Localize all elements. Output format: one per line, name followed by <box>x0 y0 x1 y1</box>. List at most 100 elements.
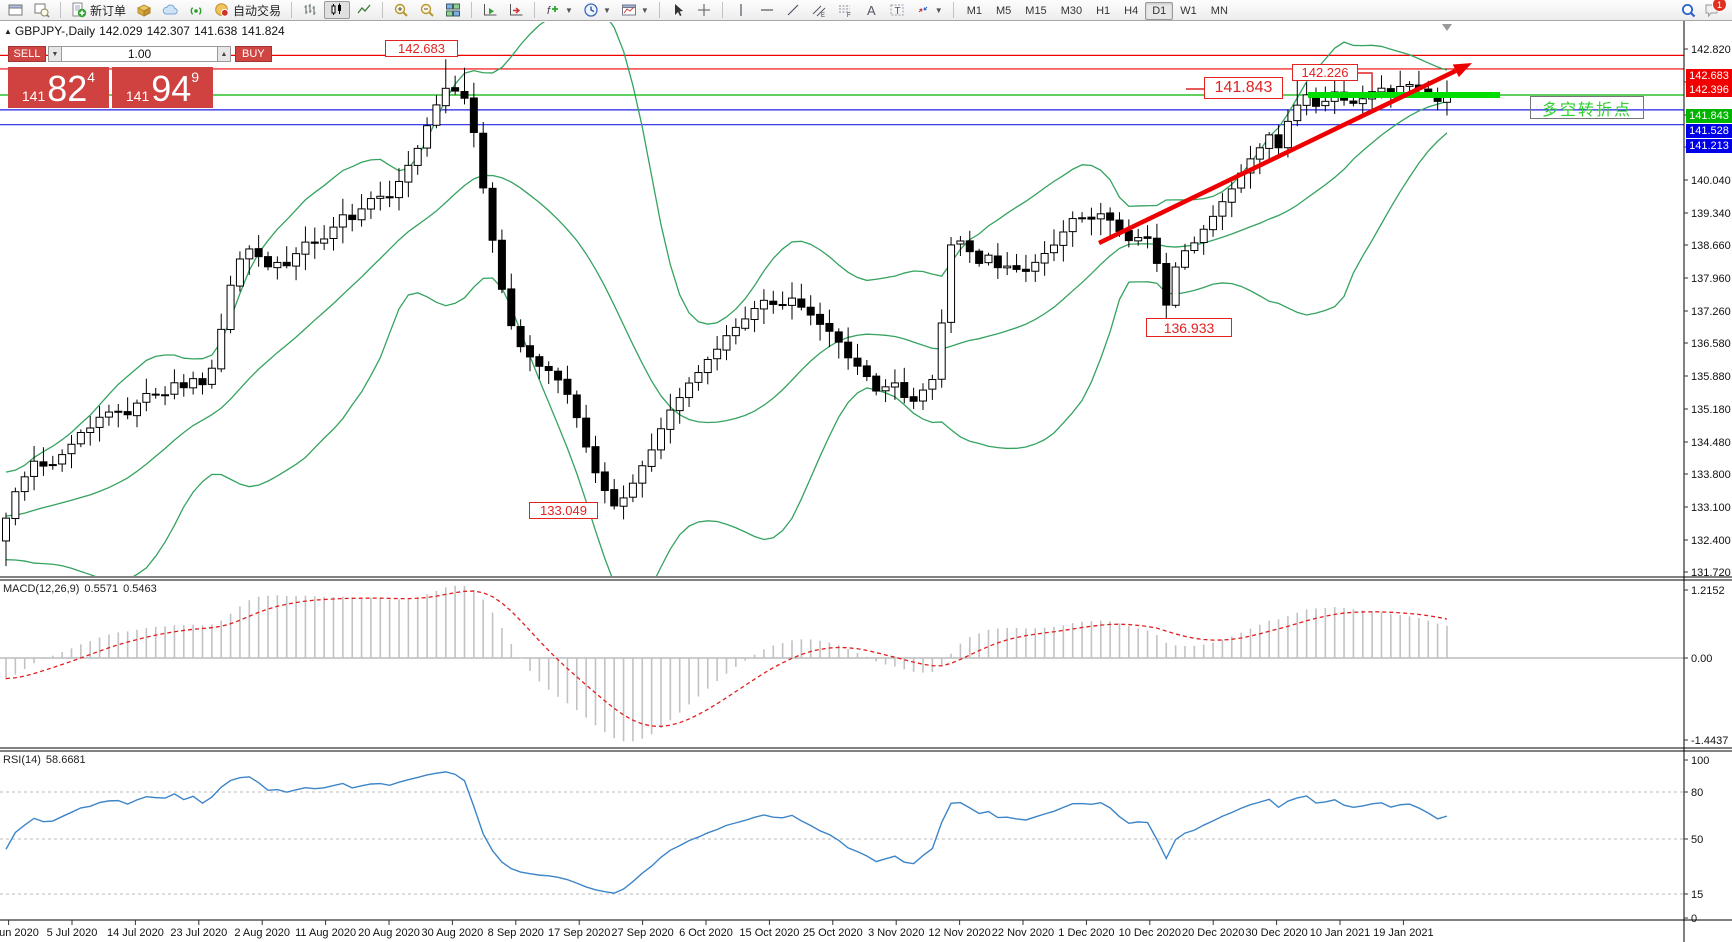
autotrade-label: 自动交易 <box>233 3 282 18</box>
price-tick-label: 134.480 <box>1691 437 1731 449</box>
toolbar-separator <box>471 2 473 18</box>
vline-tool-button[interactable] <box>729 1 753 19</box>
candle-bull <box>404 164 413 183</box>
tile-windows-button[interactable] <box>441 1 465 19</box>
volume-input[interactable] <box>62 46 217 62</box>
candle-bull <box>1171 266 1180 306</box>
note-turning-point[interactable]: 多空转折点 <box>1530 96 1644 119</box>
price-note-142226[interactable]: 142.226 <box>1292 64 1358 81</box>
candle-bull <box>750 308 759 321</box>
chart-window[interactable]: 142.820142.120141.420140.740140.040139.3… <box>0 21 1732 942</box>
price-note-136933[interactable]: 136.933 <box>1146 318 1232 337</box>
package-icon <box>136 4 152 17</box>
cursor-tool-button[interactable] <box>666 1 690 19</box>
sell-button[interactable]: SELL <box>8 46 46 62</box>
hline-tool-button[interactable] <box>755 1 779 19</box>
candle-bull <box>656 428 665 451</box>
candle-bull <box>1059 231 1068 246</box>
time-tick-label: 12 Nov 2020 <box>928 927 990 939</box>
candle-bull <box>619 497 628 507</box>
price-note-141843[interactable]: 141.843 <box>1204 77 1283 99</box>
buy-price-sup: 9 <box>191 69 200 85</box>
candle-bull <box>338 214 347 228</box>
templates-button[interactable]: ▼ <box>617 1 653 19</box>
timeframe-M30[interactable]: M30 <box>1060 5 1083 17</box>
candle-bear <box>872 375 881 392</box>
line-chart-mode-button[interactable] <box>352 1 376 19</box>
search-icon[interactable] <box>1680 2 1696 18</box>
indicators-button[interactable]: f ▼ <box>541 1 577 19</box>
timeframe-H1[interactable]: H1 <box>1096 5 1111 17</box>
price-tick-label: 132.400 <box>1691 535 1731 547</box>
collapse-panel-icon[interactable]: ▲ <box>4 27 12 36</box>
crosshair-tool-button[interactable] <box>692 1 716 19</box>
candle-bull <box>675 397 684 412</box>
notifications-button[interactable]: 1 <box>1704 0 1727 18</box>
timeframe-M15[interactable]: M15 <box>1025 5 1047 17</box>
buy-price[interactable]: 141 94 9 <box>112 67 213 108</box>
price-tick-label: 142.820 <box>1691 44 1731 56</box>
timeframe-M5[interactable]: M5 <box>996 5 1012 17</box>
candle-bear <box>806 306 815 316</box>
candle-bear <box>900 382 909 398</box>
candle-bear <box>1087 216 1096 220</box>
fibonacci-tool-button[interactable]: F <box>833 1 857 19</box>
candlestick-mode-button[interactable] <box>324 1 351 19</box>
new-window-button[interactable] <box>4 1 28 19</box>
volume-stepper: ▼ ▲ <box>48 46 231 62</box>
price-scale[interactable]: 142.820142.120141.420140.740140.040139.3… <box>1684 44 1731 925</box>
rsi-name: RSI(14) <box>3 754 41 766</box>
label-tool-button[interactable]: T <box>885 1 909 19</box>
timeframe-D1[interactable]: D1 <box>1145 2 1174 20</box>
symbol-title: GBPJPY-,Daily <box>14 24 96 38</box>
arrows-tool-button[interactable]: ▼ <box>911 1 947 19</box>
ohlc-low: 141.638 <box>193 24 238 38</box>
bar-chart-mode-button[interactable] <box>298 1 322 19</box>
bollinger-bands-layer <box>5 22 1448 576</box>
candle-bear <box>993 255 1002 269</box>
toolbar-separator <box>658 2 660 18</box>
trendline-tool-button[interactable] <box>781 1 805 19</box>
time-tick-label: 6 Oct 2020 <box>679 927 733 939</box>
text-tool-button[interactable]: A <box>859 1 883 19</box>
signals-button[interactable] <box>184 1 208 19</box>
price-note-142683[interactable]: 142.683 <box>385 40 458 57</box>
chart-preview-button[interactable] <box>30 1 54 19</box>
new-order-button[interactable]: 新订单 <box>67 1 130 19</box>
time-scale[interactable]: 25 Jun 2020 5 Jul 2020 14 Jul 2020 23 Jul 2… <box>0 920 1434 939</box>
candle-bear <box>348 214 357 221</box>
channel-tool-button[interactable]: E <box>807 1 831 19</box>
timeframe-MN[interactable]: MN <box>1210 5 1228 17</box>
timeframe-H4[interactable]: H4 <box>1124 5 1139 17</box>
candle-bull <box>1321 100 1330 107</box>
cloud-icon <box>162 4 178 15</box>
zoom-in-button[interactable] <box>389 1 413 19</box>
buy-button[interactable]: BUY <box>235 46 272 62</box>
autotrade-button[interactable]: 自动交易 <box>210 1 285 19</box>
price-tick-label: 138.660 <box>1691 240 1731 252</box>
candle-bull <box>226 284 235 331</box>
candle-bear <box>1021 268 1030 272</box>
new-order-label: 新订单 <box>90 3 127 18</box>
chart-shift-button[interactable] <box>504 1 528 19</box>
macd-tick-label: -1.4437 <box>1691 735 1728 747</box>
chart-canvas[interactable]: 142.820142.120141.420140.740140.040139.3… <box>0 21 1732 942</box>
price-note-133049[interactable]: 133.049 <box>529 502 598 519</box>
candle-bull <box>1358 98 1367 105</box>
svg-text:T: T <box>894 6 900 17</box>
timeframe-M1[interactable]: M1 <box>966 5 982 17</box>
macd-layer <box>0 585 1684 742</box>
volume-decrease-button[interactable]: ▼ <box>48 46 62 62</box>
cloud-button[interactable] <box>158 1 182 19</box>
timeframe-W1[interactable]: W1 <box>1180 5 1197 17</box>
zoom-out-button[interactable] <box>415 1 439 19</box>
auto-scroll-button[interactable] <box>478 1 502 19</box>
macd-value-signal: 0.5463 <box>123 583 157 595</box>
volume-increase-button[interactable]: ▲ <box>217 46 231 62</box>
periods-button[interactable]: ▼ <box>579 1 615 19</box>
candle-bear <box>554 370 563 381</box>
market-watch-button[interactable] <box>132 1 156 19</box>
time-tick-label: 3 Nov 2020 <box>868 927 924 939</box>
candle-bull <box>628 482 637 498</box>
sell-price[interactable]: 141 82 4 <box>8 67 109 108</box>
